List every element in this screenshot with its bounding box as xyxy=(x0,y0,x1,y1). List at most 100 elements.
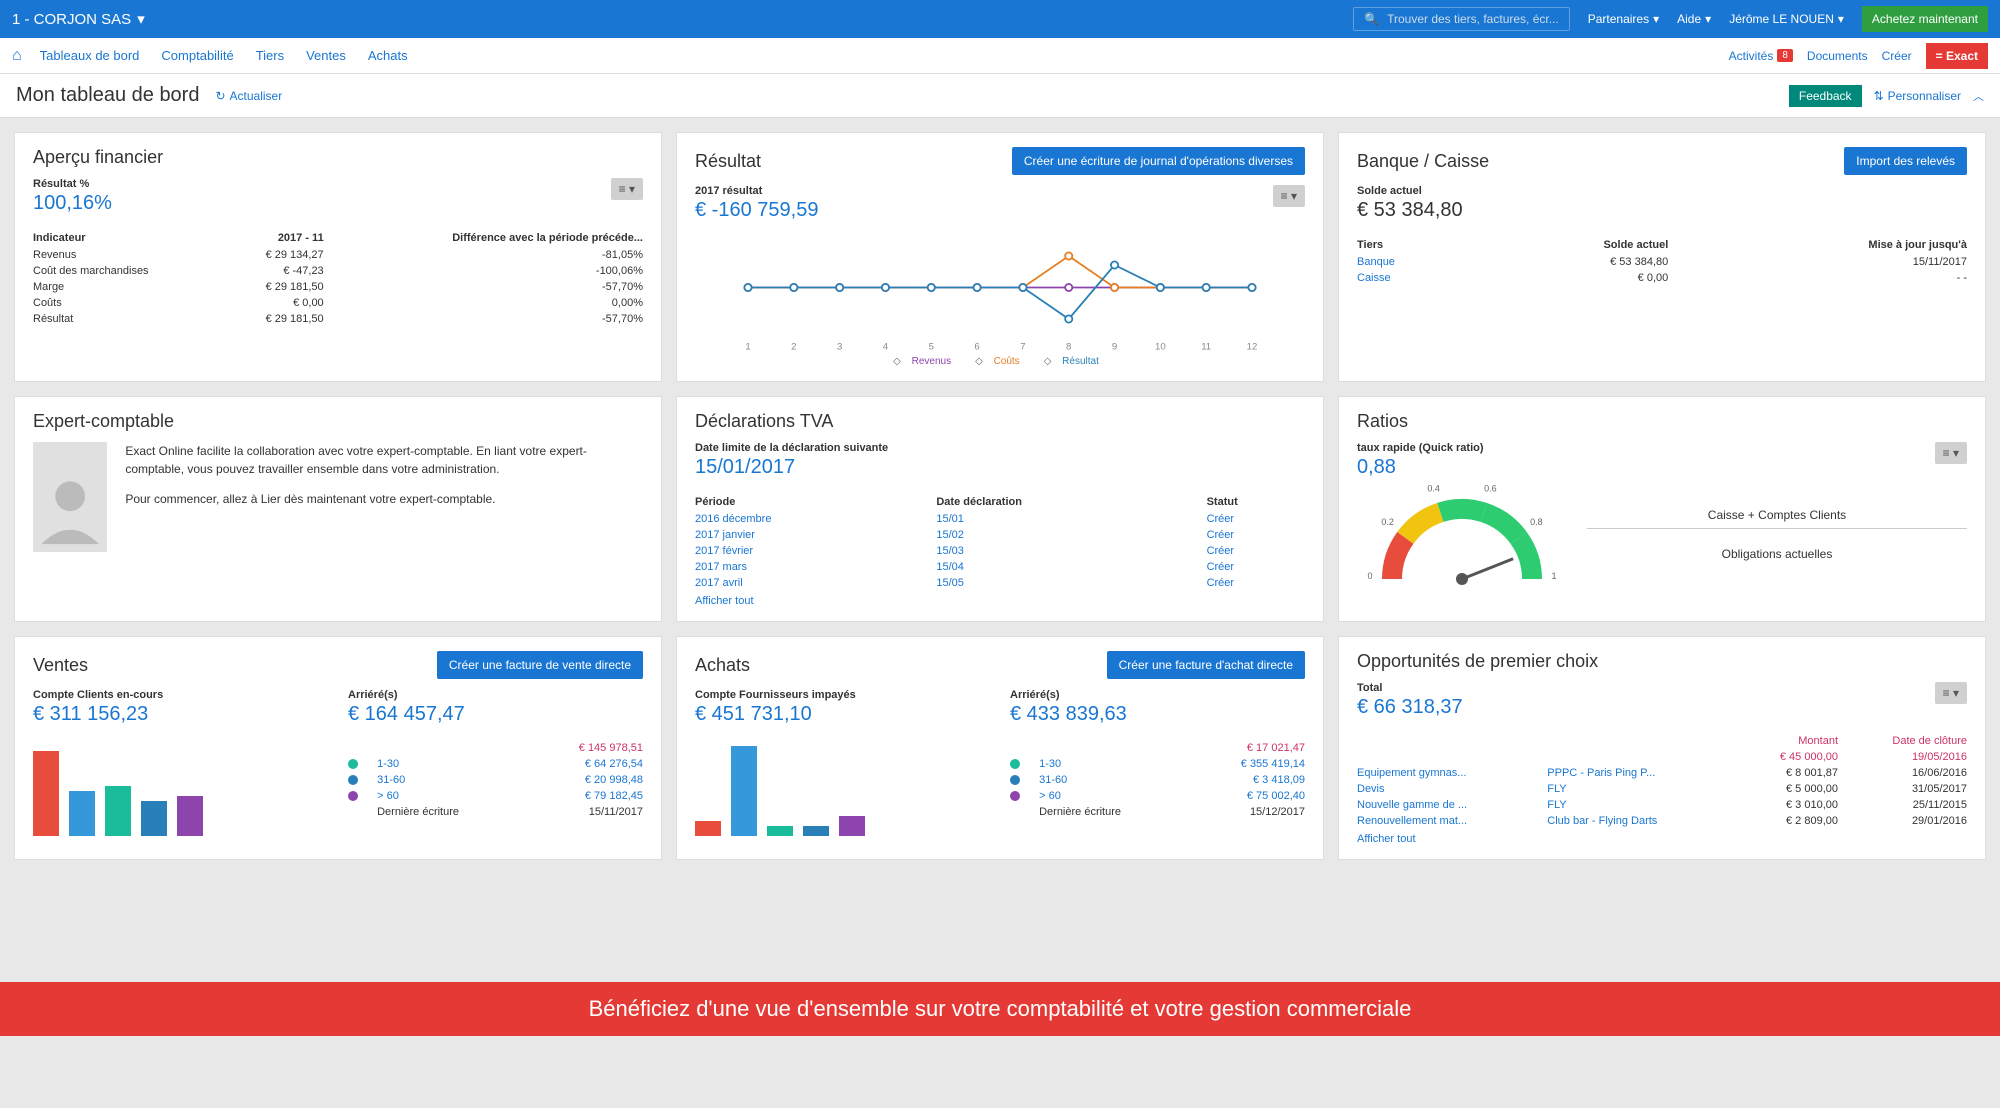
table-row: Coûts€ 0,000,00% xyxy=(33,295,643,311)
result-chart: 123456789101112 xyxy=(695,232,1305,352)
svg-text:1: 1 xyxy=(1551,571,1556,581)
card-financial-overview: Aperçu financier Résultat % 100,16% ≡ ▾ … xyxy=(14,132,662,382)
card-sales: Ventes Créer une facture de vente direct… xyxy=(14,636,662,860)
opportunities-table: MontantDate de clôture€ 45 000,0019/05/2… xyxy=(1357,733,1967,829)
svg-text:2: 2 xyxy=(791,342,796,352)
import-statements-button[interactable]: Import des relevés xyxy=(1844,147,1967,175)
overdue-value: € 164 457,47 xyxy=(348,703,643,726)
table-row[interactable]: > 60€ 79 182,45 xyxy=(348,788,643,804)
dashboard-grid: Aperçu financier Résultat % 100,16% ≡ ▾ … xyxy=(0,118,2000,874)
card-options-button[interactable]: ≡ ▾ xyxy=(611,178,643,200)
svg-text:4: 4 xyxy=(883,342,889,352)
svg-text:6: 6 xyxy=(974,342,979,352)
create-journal-button[interactable]: Créer une écriture de journal d'opératio… xyxy=(1012,147,1305,175)
home-icon[interactable]: ⌂ xyxy=(12,47,22,65)
show-all-link[interactable]: Afficher tout xyxy=(1357,833,1967,845)
ratio-gauge: 00.20.40.60.81 xyxy=(1357,479,1567,589)
buy-now-button[interactable]: Achetez maintenant xyxy=(1862,6,1988,32)
nav-sales[interactable]: Ventes xyxy=(306,48,346,63)
svg-text:8: 8 xyxy=(1066,342,1071,352)
overdue-label: Arriéré(s) xyxy=(1010,689,1305,701)
expert-text-2: Pour commencer, allez à Lier dès mainten… xyxy=(125,490,643,508)
ar-label: Compte Clients en-cours xyxy=(33,689,328,701)
card-purchases: Achats Créer une facture d'achat directe… xyxy=(676,636,1324,860)
bar xyxy=(695,821,721,836)
nav-dashboards[interactable]: Tableaux de bord xyxy=(40,48,140,63)
table-row[interactable]: DevisFLY€ 5 000,0031/05/2017 xyxy=(1357,781,1967,797)
documents-link[interactable]: Documents xyxy=(1807,49,1868,63)
table-row[interactable]: Banque€ 53 384,8015/11/2017 xyxy=(1357,254,1967,270)
table-row[interactable]: 2017 mars15/04Créer xyxy=(695,559,1305,575)
card-title: Opportunités de premier choix xyxy=(1357,651,1967,672)
opps-total-label: Total xyxy=(1357,682,1935,694)
card-opportunities: Opportunités de premier choix Total € 66… xyxy=(1338,636,1986,860)
chevron-down-icon: ▾ xyxy=(1838,12,1844,26)
user-menu[interactable]: Jérôme LE NOUEN▾ xyxy=(1729,12,1844,26)
activities-badge: 8 xyxy=(1777,49,1793,62)
table-row[interactable]: 2017 avril15/05Créer xyxy=(695,575,1305,591)
help-menu[interactable]: Aide▾ xyxy=(1677,12,1711,26)
table-row[interactable]: Caisse€ 0,00- - xyxy=(1357,270,1967,286)
collapse-icon[interactable]: ︿ xyxy=(1973,88,1984,104)
nav-purchases[interactable]: Achats xyxy=(368,48,408,63)
topbar: 1 - CORJON SAS ▾ 🔍 Trouver des tiers, fa… xyxy=(0,0,2000,38)
table-row[interactable]: 31-60€ 20 998,48 xyxy=(348,772,643,788)
card-options-button[interactable]: ≡ ▾ xyxy=(1935,682,1967,704)
bar xyxy=(33,751,59,836)
create-sales-invoice-button[interactable]: Créer une facture de vente directe xyxy=(437,651,643,679)
overview-table: Indicateur2017 - 11Différence avec la pé… xyxy=(33,229,643,327)
svg-text:0.6: 0.6 xyxy=(1484,484,1497,494)
table-row[interactable]: 1-30€ 355 419,14 xyxy=(1010,756,1305,772)
nav-contacts[interactable]: Tiers xyxy=(256,48,284,63)
svg-text:0: 0 xyxy=(1367,571,1372,581)
table-row[interactable]: Nouvelle gamme de ...FLY€ 3 010,0025/11/… xyxy=(1357,797,1967,813)
vat-next-label: Date limite de la déclaration suivante xyxy=(695,442,1305,454)
promo-banner: Bénéficiez d'une vue d'ensemble sur votr… xyxy=(0,982,2000,1036)
personalize-button[interactable]: ⇅Personnaliser xyxy=(1874,89,1961,103)
card-result: Résultat Créer une écriture de journal d… xyxy=(676,132,1324,382)
sales-aging-table: € 145 978,511-30€ 64 276,5431-60€ 20 998… xyxy=(348,740,643,820)
company-name: 1 - CORJON SAS xyxy=(12,11,131,28)
result-pct-value: 100,16% xyxy=(33,192,611,215)
table-row[interactable]: Renouvellement mat...Club bar - Flying D… xyxy=(1357,813,1967,829)
table-row[interactable]: 1-30€ 64 276,54 xyxy=(348,756,643,772)
show-all-link[interactable]: Afficher tout xyxy=(695,595,1305,607)
table-row[interactable]: Equipement gymnas...PPPC - Paris Ping P.… xyxy=(1357,765,1967,781)
table-row: € 45 000,0019/05/2016 xyxy=(1357,749,1967,765)
company-selector[interactable]: 1 - CORJON SAS ▾ xyxy=(12,10,145,28)
card-title: Aperçu financier xyxy=(33,147,643,168)
bar xyxy=(839,816,865,836)
table-row: Dernière écriture15/12/2017 xyxy=(1010,804,1305,820)
chevron-down-icon: ▾ xyxy=(1705,12,1711,26)
svg-text:12: 12 xyxy=(1247,342,1258,352)
card-title: Expert-comptable xyxy=(33,411,643,432)
table-row[interactable]: 31-60€ 3 418,09 xyxy=(1010,772,1305,788)
card-options-button[interactable]: ≡ ▾ xyxy=(1935,442,1967,464)
table-row: Dernière écriture15/11/2017 xyxy=(348,804,643,820)
activities-link[interactable]: Activités8 xyxy=(1729,49,1793,63)
svg-text:5: 5 xyxy=(929,342,934,352)
search-placeholder: Trouver des tiers, factures, écr... xyxy=(1387,12,1559,26)
overdue-label: Arriéré(s) xyxy=(348,689,643,701)
table-row: MontantDate de clôture xyxy=(1357,733,1967,749)
svg-text:9: 9 xyxy=(1112,342,1117,352)
titlebar: Mon tableau de bord ↻Actualiser Feedback… xyxy=(0,74,2000,118)
table-row[interactable]: > 60€ 75 002,40 xyxy=(1010,788,1305,804)
table-row[interactable]: 2017 février15/03Créer xyxy=(695,543,1305,559)
partners-menu[interactable]: Partenaires▾ xyxy=(1588,12,1659,26)
svg-text:0.2: 0.2 xyxy=(1381,517,1394,527)
avatar-placeholder xyxy=(33,442,107,552)
create-purchase-invoice-button[interactable]: Créer une facture d'achat directe xyxy=(1107,651,1305,679)
table-row[interactable]: 2016 décembre15/01Créer xyxy=(695,511,1305,527)
refresh-button[interactable]: ↻Actualiser xyxy=(215,89,282,103)
table-row[interactable]: 2017 janvier15/02Créer xyxy=(695,527,1305,543)
create-link[interactable]: Créer xyxy=(1882,49,1912,63)
card-options-button[interactable]: ≡ ▾ xyxy=(1273,185,1305,207)
search-input[interactable]: 🔍 Trouver des tiers, factures, écr... xyxy=(1353,7,1570,31)
feedback-button[interactable]: Feedback xyxy=(1789,85,1862,107)
bar xyxy=(105,786,131,836)
table-row: Coût des marchandises€ -47,23-100,06% xyxy=(33,263,643,279)
nav-accounting[interactable]: Comptabilité xyxy=(161,48,233,63)
ratio-label: taux rapide (Quick ratio) xyxy=(1357,442,1935,454)
result-year-label: 2017 résultat xyxy=(695,185,1273,197)
